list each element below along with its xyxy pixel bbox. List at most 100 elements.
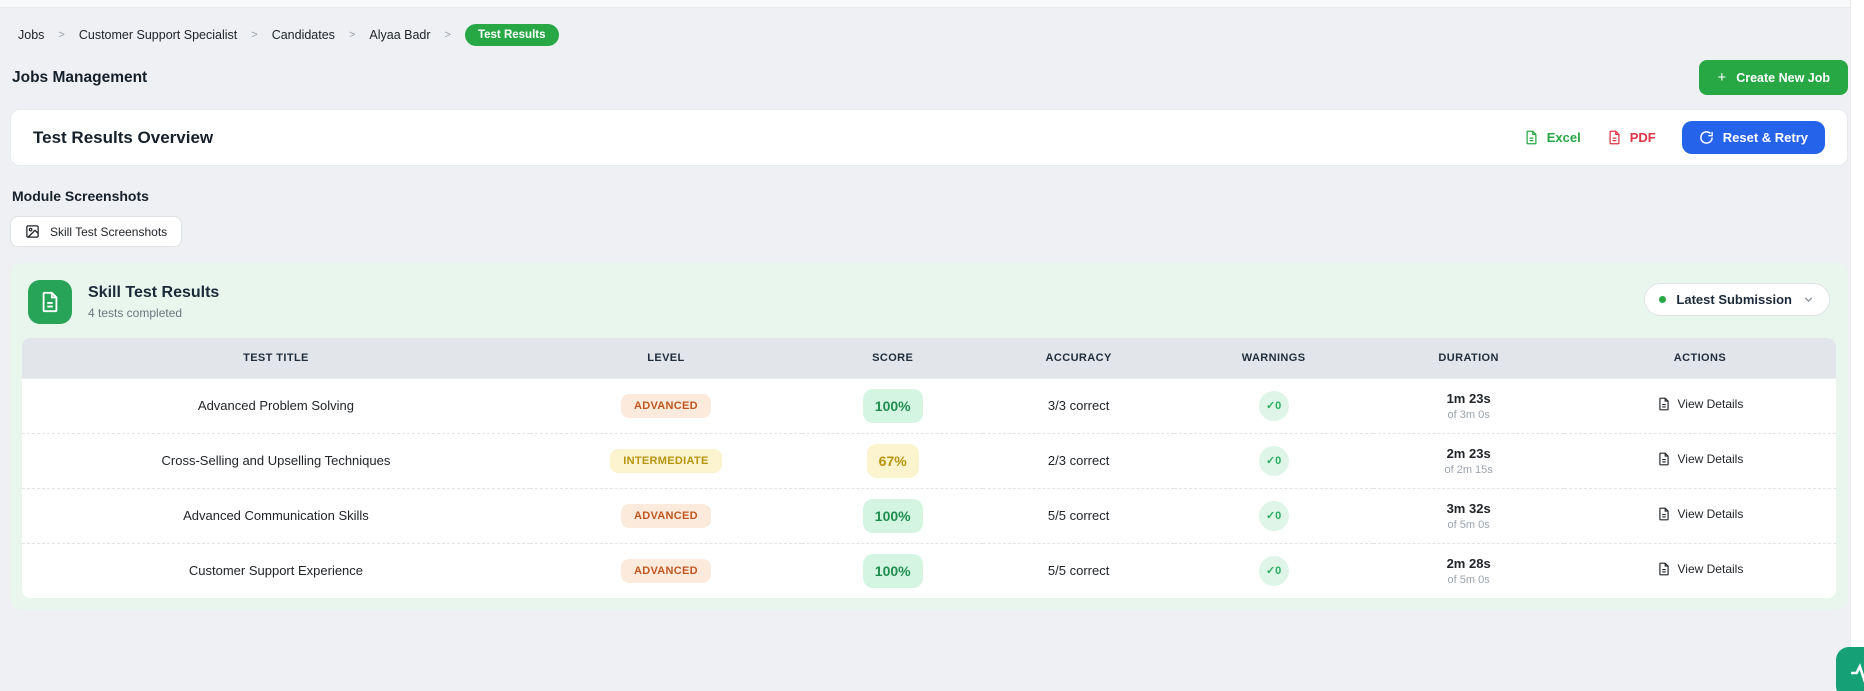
duration-cell: 3m 32s of 5m 0s	[1373, 487, 1564, 543]
breadcrumb: Jobs > Customer Support Specialist > Can…	[10, 16, 1848, 56]
results-title: Skill Test Results	[88, 284, 220, 301]
create-new-job-label: Create New Job	[1736, 70, 1830, 85]
pdf-file-icon	[1607, 130, 1622, 145]
duration-total: of 5m 0s	[1447, 518, 1490, 531]
view-details-button[interactable]: View Details	[1657, 507, 1744, 521]
document-icon	[1657, 397, 1671, 411]
test-title-cell: Advanced Communication Skills	[22, 487, 530, 543]
test-results-overview-card: Test Results Overview Excel PDF Reset & …	[10, 109, 1848, 166]
submission-dropdown[interactable]: Latest Submission	[1644, 283, 1830, 316]
excel-file-icon	[1524, 130, 1539, 145]
excel-label: Excel	[1546, 130, 1581, 145]
create-new-job-button[interactable]: + Create New Job	[1699, 60, 1848, 95]
level-badge: ADVANCED	[620, 393, 711, 418]
results-subtitle: 4 tests completed	[88, 306, 183, 320]
view-details-button[interactable]: View Details	[1657, 452, 1744, 466]
export-pdf-button[interactable]: PDF	[1607, 130, 1656, 145]
pdf-label: PDF	[1629, 130, 1656, 145]
duration-total: of 2m 15s	[1444, 463, 1493, 476]
test-title-cell: Cross-Selling and Upselling Techniques	[22, 432, 530, 488]
skill-test-screenshots-label: Skill Test Screenshots	[50, 224, 168, 239]
page: Jobs > Customer Support Specialist > Can…	[0, 8, 1864, 610]
accuracy-cell: 5/5 correct	[983, 542, 1174, 598]
chevron-down-icon	[1802, 293, 1815, 306]
export-actions: Excel PDF Reset & Retry	[1524, 121, 1825, 154]
document-icon	[1657, 507, 1671, 521]
duration-value: 2m 23s	[1446, 445, 1491, 461]
level-badge: ADVANCED	[620, 558, 711, 583]
view-details-label: View Details	[1677, 562, 1744, 577]
warnings-badge: ✓0	[1258, 445, 1289, 476]
accuracy-cell: 2/3 correct	[983, 432, 1174, 488]
warnings-badge: ✓0	[1258, 500, 1289, 531]
duration-value: 3m 32s	[1446, 500, 1491, 516]
score-badge: 67%	[866, 443, 919, 478]
view-details-button[interactable]: View Details	[1657, 397, 1744, 411]
level-badge: ADVANCED	[620, 503, 711, 528]
col-header-warnings: WARNINGS	[1173, 338, 1374, 378]
table-row: Customer Support Experience ADVANCED 100…	[22, 542, 1836, 598]
skill-test-results-card: Skill Test Results 4 tests completed Lat…	[10, 263, 1848, 610]
duration-total: of 3m 0s	[1447, 408, 1490, 421]
green-dot-icon	[1659, 296, 1667, 303]
view-details-button[interactable]: View Details	[1657, 562, 1744, 577]
table-row: Cross-Selling and Upselling Techniques I…	[22, 432, 1836, 488]
table-header: TEST TITLE LEVEL SCORE ACCURACY WARNINGS…	[22, 338, 1836, 378]
accuracy-cell: 5/5 correct	[983, 487, 1174, 543]
score-badge: 100%	[862, 553, 923, 588]
breadcrumb-customer-support-specialist[interactable]: Customer Support Specialist	[78, 28, 238, 42]
table-row: Advanced Communication Skills ADVANCED 1…	[22, 487, 1836, 543]
breadcrumb-alyaa-badr[interactable]: Alyaa Badr	[369, 28, 431, 42]
refresh-icon	[1699, 130, 1714, 145]
score-badge: 100%	[862, 388, 923, 423]
breadcrumb-separator: >	[348, 29, 356, 41]
document-icon-badge	[28, 280, 72, 324]
accuracy-cell: 3/3 correct	[983, 377, 1174, 433]
col-header-level: LEVEL	[529, 338, 802, 378]
results-table-container: TEST TITLE LEVEL SCORE ACCURACY WARNINGS…	[22, 338, 1836, 598]
document-icon	[1657, 452, 1671, 466]
col-header-accuracy: ACCURACY	[983, 338, 1174, 378]
level-badge: INTERMEDIATE	[610, 448, 722, 473]
duration-cell: 2m 23s of 2m 15s	[1373, 432, 1564, 488]
test-title-cell: Advanced Problem Solving	[22, 377, 530, 433]
breadcrumb-separator: >	[251, 29, 258, 41]
col-header-duration: DURATION	[1373, 338, 1564, 378]
warnings-badge: ✓0	[1258, 390, 1289, 421]
scrollbar-track[interactable]	[1850, 0, 1864, 691]
breadcrumb-separator: >	[444, 29, 451, 41]
overview-title: Test Results Overview	[33, 127, 214, 147]
activity-widget-button[interactable]	[1836, 647, 1864, 691]
skill-test-screenshots-button[interactable]: Skill Test Screenshots	[10, 216, 183, 247]
pulse-icon	[1849, 660, 1864, 686]
view-details-label: View Details	[1677, 507, 1744, 521]
module-screenshots-heading: Module Screenshots	[12, 188, 149, 204]
view-details-label: View Details	[1677, 452, 1744, 466]
breadcrumb-current-test-results: Test Results	[464, 24, 559, 46]
document-icon	[1657, 562, 1671, 576]
test-title-cell: Customer Support Experience	[22, 542, 530, 598]
warnings-badge: ✓0	[1258, 555, 1289, 586]
breadcrumb-jobs[interactable]: Jobs	[18, 28, 45, 42]
reset-retry-label: Reset & Retry	[1722, 130, 1808, 145]
col-header-score: SCORE	[802, 338, 984, 378]
results-title-group: Skill Test Results 4 tests completed	[28, 280, 219, 324]
export-excel-button[interactable]: Excel	[1524, 130, 1581, 145]
reset-retry-button[interactable]: Reset & Retry	[1681, 121, 1825, 154]
plus-icon: +	[1717, 69, 1727, 86]
results-table: TEST TITLE LEVEL SCORE ACCURACY WARNINGS…	[22, 338, 1836, 598]
submission-dropdown-label: Latest Submission	[1676, 292, 1792, 307]
duration-cell: 2m 28s of 5m 0s	[1373, 542, 1564, 598]
breadcrumb-separator: >	[58, 29, 65, 41]
page-title: Jobs Management	[12, 68, 148, 86]
duration-cell: 1m 23s of 3m 0s	[1373, 377, 1564, 433]
view-details-label: View Details	[1677, 397, 1744, 411]
page-header: Jobs Management + Create New Job	[10, 60, 1848, 95]
duration-total: of 5m 0s	[1447, 573, 1490, 586]
col-header-test-title: TEST TITLE	[22, 338, 530, 378]
breadcrumb-candidates[interactable]: Candidates	[271, 28, 335, 42]
results-card-header: Skill Test Results 4 tests completed Lat…	[22, 280, 1836, 338]
browser-top-strip	[0, 0, 1864, 8]
duration-value: 2m 28s	[1446, 555, 1491, 571]
col-header-actions: ACTIONS	[1563, 338, 1836, 378]
